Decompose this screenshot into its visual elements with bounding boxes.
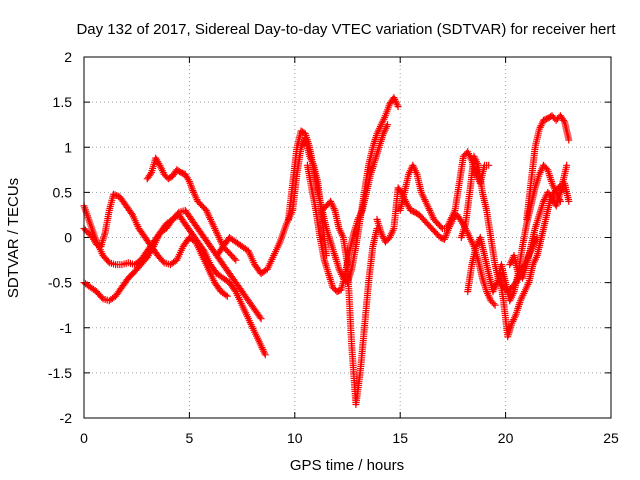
series-sat-track-7: [303, 121, 392, 296]
y-tick-label: 2: [64, 49, 72, 65]
y-tick-label: 1.5: [53, 94, 73, 110]
y-tick-label: -1: [60, 320, 73, 336]
plus-markers: [506, 179, 573, 282]
y-tick-labels: -2 -1.5 -1 -0.5 0 0.5 1 1.5 2: [48, 49, 72, 426]
y-tick-label: 1: [64, 139, 72, 155]
x-tick-label: 25: [603, 430, 619, 446]
series-sat-track-8: [318, 197, 381, 408]
y-axis-label: SDTVAR / TECUs: [5, 178, 22, 298]
y-tick-label: 0: [64, 230, 72, 246]
y-tick-label: -0.5: [48, 275, 72, 291]
series-sat-track-15: [506, 179, 573, 282]
plus-markers: [495, 161, 571, 341]
series-sat-track-14: [523, 112, 573, 223]
plot-frame: [83, 56, 612, 419]
x-tick-label: 5: [186, 430, 194, 446]
x-axis-label: GPS time / hours: [290, 457, 404, 474]
plus-markers: [318, 197, 381, 408]
x-tick-label: 0: [80, 430, 88, 446]
plus-markers: [523, 112, 573, 223]
grid-lines: [84, 57, 611, 418]
plus-markers: [303, 121, 392, 296]
data-marks: [80, 94, 573, 408]
y-tick-label: -1.5: [48, 365, 72, 381]
series-sat-track-13: [495, 161, 571, 341]
x-tick-label: 10: [287, 430, 303, 446]
x-tick-label: 15: [392, 430, 408, 446]
y-tick-label: 0.5: [53, 184, 73, 200]
x-tick-labels: 0 5 10 15 20 25: [80, 430, 619, 446]
chart-title: Day 132 of 2017, Sidereal Day-to-day VTE…: [76, 21, 616, 38]
y-tick-label: -2: [60, 410, 73, 426]
x-tick-label: 20: [498, 430, 514, 446]
